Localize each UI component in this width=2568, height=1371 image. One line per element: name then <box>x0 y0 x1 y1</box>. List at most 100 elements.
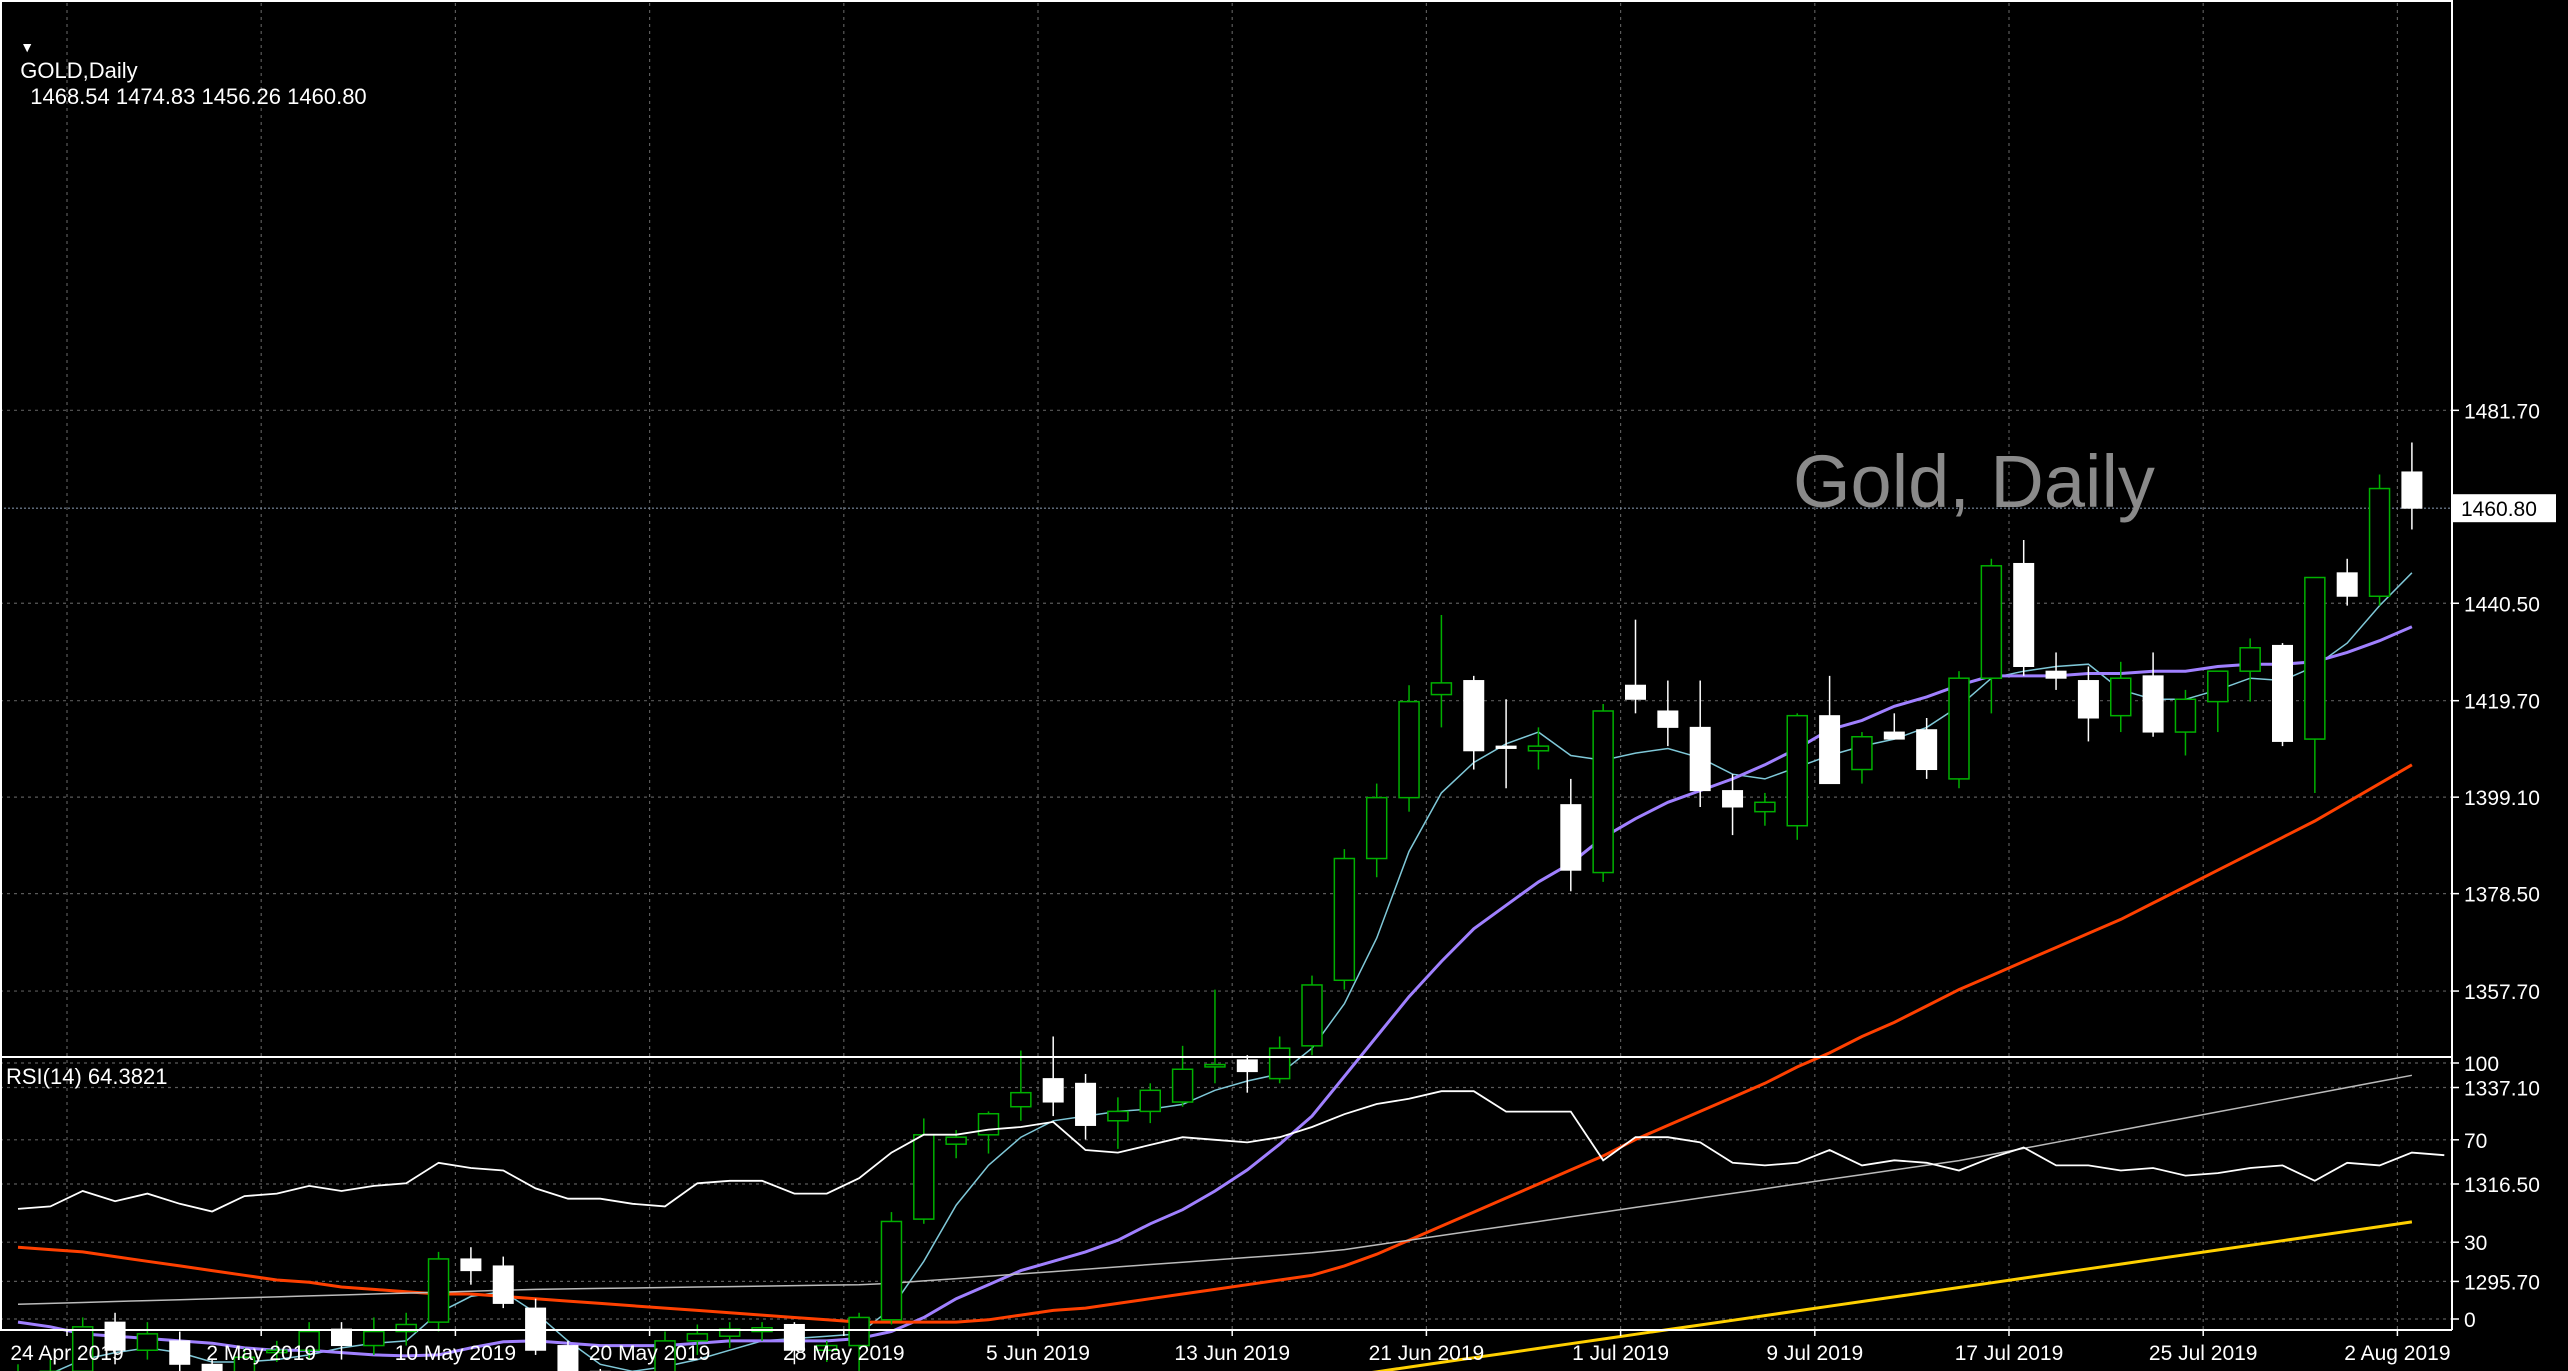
price-tick-label: 1419.70 <box>2464 691 2540 714</box>
candle-body-bear <box>1463 680 1485 752</box>
candle-body-bear <box>1236 1059 1258 1073</box>
candle-body-bear <box>1722 790 1744 808</box>
candle-body-bear <box>1560 804 1582 871</box>
candle <box>557 1340 579 1371</box>
candle-body-bull <box>977 1112 1000 1136</box>
candle-body-bull <box>945 1136 967 1145</box>
candle <box>427 1251 450 1332</box>
candle <box>2077 666 2099 742</box>
candle-body-bear <box>201 1363 223 1371</box>
chart-header: ▼ GOLD,Daily 1468.54 1474.83 1456.26 146… <box>8 6 367 110</box>
candle <box>1689 680 1711 807</box>
date-label: 10 May 2019 <box>395 1342 516 1365</box>
candle-body-bull <box>1527 745 1550 752</box>
candle-body-bear <box>492 1265 514 1304</box>
date-label: 28 May 2019 <box>783 1342 904 1365</box>
moving-averages <box>17 572 2413 1371</box>
candle <box>17 1364 19 1371</box>
candle-body-bull <box>1754 801 1776 813</box>
date-label: 1 Jul 2019 <box>1572 1342 1669 1365</box>
price-tick-label: 1316.50 <box>2464 1174 2540 1197</box>
candle-body-bull <box>233 1356 256 1371</box>
rsi-line <box>17 1090 2445 1213</box>
current-price-badge <box>2453 494 2556 523</box>
date-label: 20 May 2019 <box>589 1342 710 1365</box>
candle <box>492 1256 514 1309</box>
candle-body-bull <box>1592 710 1614 874</box>
candle <box>1204 989 1226 1084</box>
moving-average-line <box>17 625 2413 1358</box>
candle-body-bear <box>2142 675 2164 733</box>
candle-body-bull <box>2368 487 2391 597</box>
candle-body-bear <box>557 1345 579 1371</box>
candle-body-bull <box>1268 1047 1291 1080</box>
candle <box>39 1359 62 1371</box>
candle <box>1042 1036 1064 1117</box>
candle <box>2174 689 2197 756</box>
candle <box>2045 652 2067 690</box>
candle-body-bull <box>1851 735 1873 771</box>
candle-body-bull <box>1204 1063 1226 1068</box>
candle <box>363 1317 385 1355</box>
candle <box>1657 680 1679 747</box>
price-tick-label: 1399.10 <box>2464 787 2540 810</box>
collapse-arrow-icon[interactable]: ▼ <box>20 39 35 55</box>
date-label: 2 May 2019 <box>206 1342 316 1365</box>
candle <box>1139 1083 1161 1124</box>
ohlc-values: 1468.54 1474.83 1456.26 1460.80 <box>30 84 367 109</box>
candle <box>718 1322 741 1348</box>
rsi-tick-label: 100 <box>2464 1053 2499 1076</box>
candle <box>1365 783 1388 878</box>
candle-body-bull <box>2174 698 2197 733</box>
candle <box>816 1340 838 1362</box>
candle <box>1625 619 1646 714</box>
candle-body-bull <box>2110 677 2132 717</box>
candle <box>1980 558 2003 714</box>
candle <box>751 1322 773 1341</box>
candle <box>1171 1045 1194 1107</box>
candle-body-bull <box>1171 1068 1194 1103</box>
candle <box>266 1340 288 1362</box>
candle-body-bull <box>686 1333 709 1342</box>
candle-body-bull <box>266 1349 288 1354</box>
price-tick-label: 1481.70 <box>2464 400 2540 423</box>
candle-body-bull <box>1010 1091 1032 1108</box>
date-label: 24 Apr 2019 <box>10 1342 123 1365</box>
candle <box>1883 713 1905 740</box>
candle-body-bear <box>2272 644 2293 742</box>
candle <box>2110 661 2132 733</box>
candle-body-bear <box>1042 1078 1064 1103</box>
candle <box>1010 1050 1032 1121</box>
rsi-axis: 100 70 30 0 <box>2452 1053 2499 1332</box>
date-axis: 24 Apr 2019 2 May 2019 10 May 2019 20 May 2… <box>10 1330 2451 1365</box>
candle-body-bear <box>1075 1082 1097 1126</box>
candle-body-bull <box>1333 857 1356 982</box>
candle-body-bull <box>395 1323 417 1333</box>
candle-body-bear <box>460 1258 482 1272</box>
candles <box>17 442 2423 1371</box>
rsi-header: RSI(14) 64.3821 <box>6 1064 168 1089</box>
candle-body-bull <box>913 1134 935 1220</box>
candle <box>71 1317 94 1371</box>
chart-frame <box>0 0 2453 1331</box>
candle <box>1268 1036 1291 1084</box>
candle-body-bear <box>1657 710 1679 728</box>
candle-body-bull <box>1398 700 1420 799</box>
candle-body-bear <box>2077 680 2099 719</box>
candle-body-bull <box>363 1330 385 1347</box>
rsi-tick-label: 70 <box>2464 1130 2487 1153</box>
candle <box>2336 558 2358 606</box>
candle <box>1398 685 1420 812</box>
candle-body-bull <box>2207 670 2229 703</box>
candle-body-bear <box>2336 572 2358 597</box>
date-label: 17 Jul 2019 <box>1955 1342 2064 1365</box>
candle-body-bull <box>2304 576 2326 740</box>
candle <box>1948 671 1970 789</box>
date-label: 9 Jul 2019 <box>1766 1342 1863 1365</box>
rsi-tick-label: 0 <box>2464 1309 2476 1332</box>
candle-body-bear <box>2401 471 2423 509</box>
candle <box>1786 713 1808 840</box>
candle-body-bull <box>1430 682 1453 696</box>
candle <box>2368 474 2391 606</box>
